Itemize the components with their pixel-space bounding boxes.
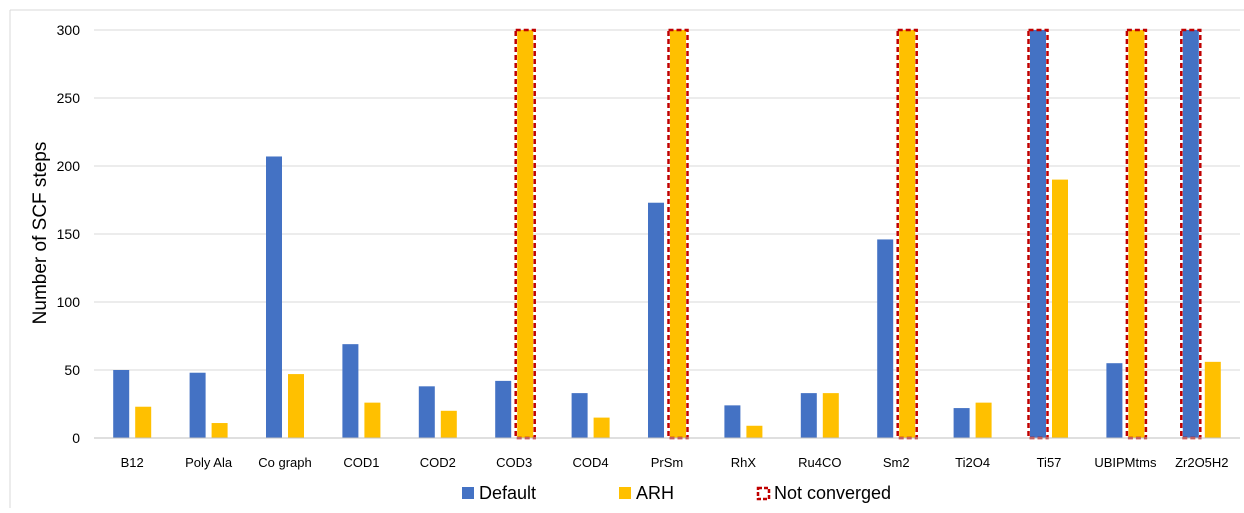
x-tick-label: Ti57 bbox=[1037, 455, 1062, 470]
gridlines bbox=[94, 29, 1240, 371]
y-tick-label: 50 bbox=[64, 362, 80, 378]
bar-arh bbox=[517, 30, 534, 438]
x-tick-label: Co graph bbox=[258, 455, 311, 470]
legend-swatch-not-converged bbox=[756, 486, 771, 501]
x-tick-label: Ru4CO bbox=[798, 455, 841, 470]
bar-arh bbox=[899, 30, 916, 438]
bar-arh bbox=[1052, 179, 1068, 438]
x-tick-label: Zr2O5H2 bbox=[1175, 455, 1228, 470]
x-tick-label: COD4 bbox=[573, 455, 609, 470]
bar-default bbox=[266, 156, 282, 439]
legend-label-default: Default bbox=[479, 483, 536, 503]
y-tick-label: 300 bbox=[57, 22, 81, 38]
legend: Default ARH Not converged bbox=[462, 483, 891, 503]
bar-default bbox=[189, 372, 206, 438]
x-tick-label: COD2 bbox=[420, 455, 456, 470]
y-tick-label: 250 bbox=[57, 90, 81, 106]
bar-default bbox=[800, 393, 817, 438]
bar-default bbox=[1182, 30, 1199, 438]
bar-arh bbox=[975, 402, 992, 438]
bar-arh bbox=[670, 30, 686, 438]
legend-label-arh: ARH bbox=[636, 483, 674, 503]
x-tick-label: COD1 bbox=[343, 455, 379, 470]
bar-arh bbox=[822, 393, 839, 438]
bar-arh bbox=[364, 402, 381, 438]
x-tick-label: B12 bbox=[121, 455, 144, 470]
x-tick-label: Poly Ala bbox=[185, 455, 233, 470]
y-tick-label: 100 bbox=[57, 294, 81, 310]
bar-default bbox=[113, 370, 130, 438]
bar-arh bbox=[288, 374, 304, 438]
y-tick-label: 0 bbox=[72, 430, 80, 446]
bar-default bbox=[1030, 30, 1046, 438]
x-tick-label: PrSm bbox=[651, 455, 684, 470]
x-tick-label: UBIPMtms bbox=[1094, 455, 1157, 470]
y-tick-label: 150 bbox=[57, 226, 81, 242]
bar-default bbox=[495, 380, 512, 438]
bar-default bbox=[342, 344, 359, 438]
bar-arh bbox=[1204, 361, 1221, 438]
x-tick-label: COD3 bbox=[496, 455, 532, 470]
legend-label-not-converged: Not converged bbox=[774, 483, 891, 503]
bar-arh bbox=[746, 425, 763, 438]
bar-default bbox=[953, 408, 970, 438]
x-tick-label: Sm2 bbox=[883, 455, 910, 470]
x-tick-label: RhX bbox=[731, 455, 757, 470]
legend-swatch-arh bbox=[619, 487, 631, 499]
y-tick-label: 200 bbox=[57, 158, 81, 174]
bar-default bbox=[1106, 363, 1123, 438]
y-axis-label: Number of SCF steps bbox=[30, 142, 51, 325]
bar-default bbox=[571, 393, 588, 438]
bar-arh bbox=[440, 410, 457, 438]
bar-default bbox=[648, 202, 664, 438]
axes: 0 50 100 150 200 250 300 B12 Poly Ala Co graph COD… bbox=[9, 9, 1244, 508]
bar-default bbox=[877, 239, 894, 438]
bar-arh bbox=[211, 423, 228, 438]
bar-arh bbox=[1128, 30, 1145, 438]
legend-swatch-default bbox=[462, 487, 474, 499]
bar-arh bbox=[593, 417, 610, 438]
bar-arh bbox=[135, 406, 152, 438]
bar-default bbox=[418, 386, 435, 438]
bar-default bbox=[724, 405, 741, 438]
x-tick-label: Ti2O4 bbox=[955, 455, 990, 470]
